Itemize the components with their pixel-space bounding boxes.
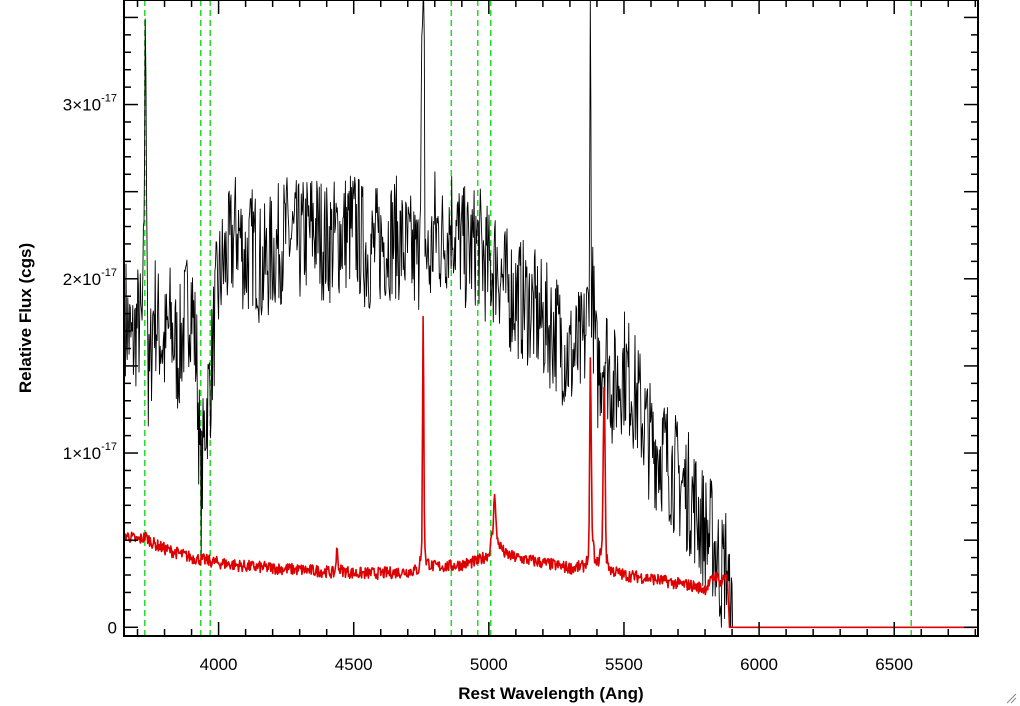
series-layer	[124, 0, 978, 629]
y-tick-label: 0	[108, 618, 117, 637]
y-tick-labels: 0 1×10-17 2×10-17 3×10-17	[63, 93, 117, 638]
y-tick-label: 2×10-17	[63, 267, 117, 289]
x-axis-title: Rest Wavelength (Ang)	[458, 684, 643, 703]
x-tick-label: 6500	[875, 655, 913, 674]
x-tick-label: 6000	[740, 655, 778, 674]
resize-grip-icon[interactable]	[1005, 692, 1017, 704]
y-tick-label: 3×10-17	[63, 93, 117, 115]
x-tick-label: 4000	[200, 655, 238, 674]
y-tick-label: 1×10-17	[63, 441, 117, 463]
error-spectrum-line	[124, 315, 978, 629]
x-tick-label: 5500	[605, 655, 643, 674]
plot-frame	[123, 0, 979, 637]
x-tick-labels: 4000 4500 5000 5500 6000 6500	[200, 655, 913, 674]
x-tick-label: 4500	[335, 655, 373, 674]
y-axis-title: Relative Flux (cgs)	[16, 243, 35, 393]
x-tick-label: 5000	[470, 655, 508, 674]
axis-ticks	[124, 0, 978, 636]
